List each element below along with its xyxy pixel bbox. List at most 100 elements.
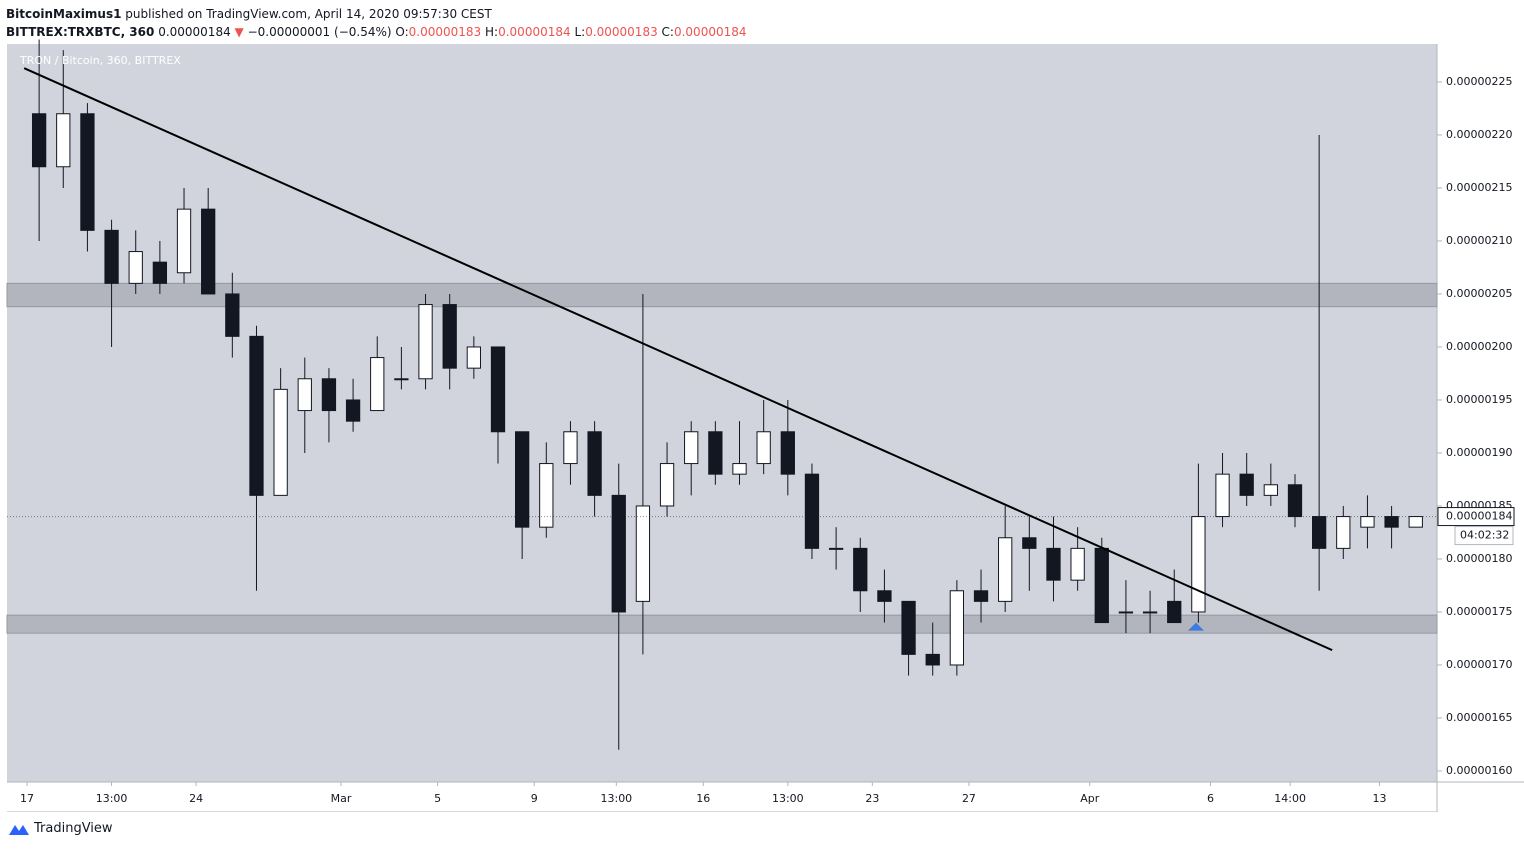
- last-price-label: 0.00000184: [1446, 510, 1512, 523]
- candle-body: [176, 208, 192, 274]
- candle-body: [1022, 537, 1037, 549]
- y-tick-label: 0.00000225: [1446, 75, 1512, 88]
- countdown-box: [1454, 526, 1514, 546]
- x-tick-label: 23: [865, 792, 879, 805]
- published: published on TradingView.com, April 14, …: [125, 7, 492, 21]
- publish-line: BitcoinMaximus1 published on TradingView…: [6, 5, 747, 23]
- header: BitcoinMaximus1 published on TradingView…: [6, 5, 747, 41]
- candle-body: [31, 113, 47, 168]
- candle-body: [1408, 516, 1423, 528]
- x-tick-label: 6: [1207, 792, 1214, 805]
- candle-body: [1360, 516, 1375, 528]
- y-tick-label: 0.00000195: [1446, 393, 1512, 406]
- candle-body: [684, 431, 699, 465]
- plot-layer: [6, 39, 1438, 750]
- candle-body: [104, 229, 119, 284]
- x-tick-label: 17: [20, 792, 34, 805]
- candle-body: [611, 494, 626, 613]
- y-tick-label: 0.00000220: [1446, 128, 1512, 141]
- ohlc-key: L:: [574, 25, 586, 39]
- x-tick-label: 13:00: [96, 792, 128, 805]
- candle-body: [1336, 516, 1351, 549]
- candle-body: [1384, 516, 1399, 528]
- zone: [6, 614, 1438, 634]
- quote-line: BITTREX:TRXBTC, 360 0.00000184 ▼ −0.0000…: [6, 23, 747, 41]
- candle-body: [201, 208, 216, 295]
- chart: TRON / Bitcoin, 360, BITTREX 0.00000160 0…: [6, 39, 1524, 812]
- candle-body: [901, 600, 916, 655]
- ohlc-value: 0.00000183: [585, 25, 658, 39]
- candle-body: [128, 251, 143, 284]
- footer: TradingView: [8, 821, 113, 836]
- y-tick-label: 0.00000180: [1446, 552, 1512, 565]
- candle-body: [756, 431, 771, 465]
- x-tick-label: 27: [962, 792, 976, 805]
- candle-body: [1191, 516, 1206, 613]
- candle-body: [563, 431, 578, 465]
- candle-body: [1311, 516, 1327, 549]
- candle-body: [949, 590, 965, 666]
- price: 0.00000184: [158, 25, 231, 39]
- candle-body: [1046, 547, 1061, 581]
- candle-body: [1287, 484, 1303, 518]
- countdown: 04:02:32: [1460, 529, 1509, 542]
- candle-body: [998, 537, 1013, 602]
- candle-body: [973, 590, 989, 602]
- candle-body: [1215, 473, 1230, 518]
- candle-body: [515, 431, 530, 528]
- down-arrow: ▼: [234, 25, 244, 39]
- candle-body: [659, 463, 675, 507]
- candle-body: [780, 431, 795, 475]
- candle-body: [539, 463, 554, 528]
- ohlc-key: H:: [485, 25, 499, 39]
- candle-body: [249, 335, 264, 496]
- y-tick-label: 0.00000200: [1446, 340, 1512, 353]
- candle-body: [828, 547, 844, 550]
- ohlc-key: O:: [395, 25, 409, 39]
- candle-body: [1142, 611, 1158, 614]
- chart-title: TRON / Bitcoin, 360, BITTREX: [19, 54, 181, 67]
- brand: TradingView: [34, 821, 113, 836]
- y-tick-label: 0.00000175: [1446, 605, 1512, 618]
- candle-body: [708, 431, 723, 475]
- candle-body: [297, 378, 312, 412]
- candle-body: [273, 388, 288, 496]
- author: BitcoinMaximus1: [6, 7, 122, 21]
- candle-body: [1118, 611, 1134, 614]
- candle-body: [853, 547, 868, 592]
- candle-body: [466, 346, 481, 369]
- ohlc-key: C:: [661, 25, 674, 39]
- x-tick-label: 13:00: [772, 792, 804, 805]
- x-tick-label: 5: [434, 792, 441, 805]
- candle-body: [152, 261, 168, 284]
- candle-body: [80, 113, 95, 231]
- y-tick-label: 0.00000205: [1446, 287, 1512, 300]
- x-tick-label: 13: [1373, 792, 1387, 805]
- candle-body: [587, 431, 602, 496]
- y-tick-label: 0.00000170: [1446, 658, 1512, 671]
- plot-background: [7, 44, 1437, 782]
- x-tick-label: 13:00: [600, 792, 632, 805]
- y-tick-label: 0.00000215: [1446, 181, 1512, 194]
- candle-body: [370, 357, 385, 412]
- candle-body: [1094, 547, 1109, 624]
- ohlc-value: 0.00000183: [408, 25, 482, 39]
- x-tick-label: Mar: [331, 792, 352, 805]
- y-tick-label: 0.00000190: [1446, 446, 1512, 459]
- candle-body: [925, 653, 940, 666]
- ohlc: O:0.00000183 H:0.00000184 L:0.00000183 C…: [395, 25, 746, 39]
- x-tick-label: 9: [531, 792, 538, 805]
- y-tick-label: 0.00000210: [1446, 234, 1512, 247]
- last-price-box: [1437, 507, 1515, 527]
- candle-body: [1070, 547, 1085, 581]
- symbol: BITTREX:TRXBTC, 360: [6, 25, 155, 39]
- x-tick-label: Apr: [1080, 792, 1100, 805]
- candle-body: [1167, 600, 1182, 624]
- ohlc-value: 0.00000184: [673, 25, 747, 39]
- x-tick-label: 16: [696, 792, 710, 805]
- candle-body: [635, 505, 651, 602]
- candle-body: [732, 463, 747, 475]
- candle-body: [345, 399, 361, 422]
- candle-body: [394, 378, 409, 381]
